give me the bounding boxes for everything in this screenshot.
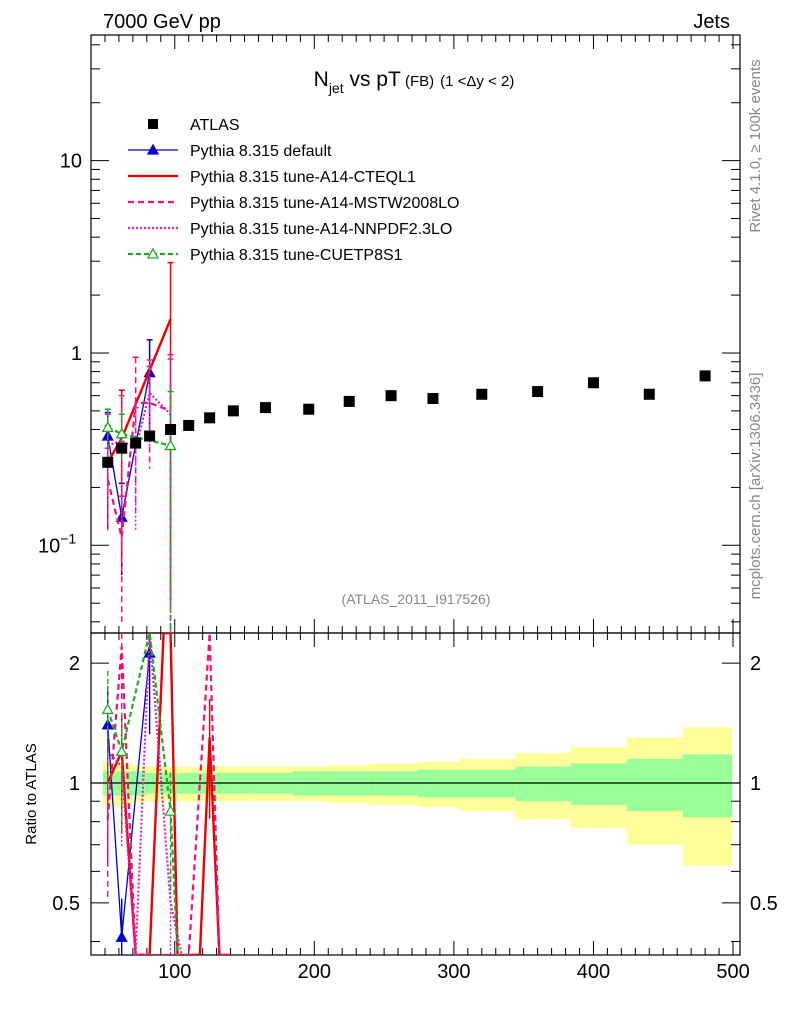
series-ratio-line: [106, 633, 231, 955]
title-sub: jet: [328, 80, 344, 96]
x-tick-label: 100: [158, 961, 191, 983]
main-plot-frame: [90, 34, 741, 634]
x-tick-label: 500: [716, 961, 749, 983]
x-tick-label: 300: [437, 961, 470, 983]
header-left: 7000 GeV pp: [103, 11, 221, 33]
title-fb: (FB): [401, 73, 434, 90]
ratio-y-tick-label-right: 2: [750, 653, 761, 675]
atlas-data-point: [259, 402, 271, 414]
series-marker: [101, 421, 114, 433]
ratio-y-tick-label: 1: [69, 773, 80, 795]
y-tick-label: 1: [71, 343, 82, 365]
band-inner: [626, 758, 683, 812]
band-inner: [682, 754, 732, 818]
atlas-data-point: [116, 442, 128, 454]
atlas-data-point: [343, 395, 355, 407]
atlas-data-point: [130, 437, 142, 449]
series-ratio: [101, 633, 231, 955]
mc-series: [101, 261, 231, 955]
series-line: [107, 372, 151, 518]
series-ratio-marker: [101, 703, 114, 715]
legend-label: Pythia 8.315 tune-CUETP8S1: [190, 247, 403, 264]
atlas-data-point: [183, 419, 195, 431]
ratio-uncertainty-bands: [91, 727, 740, 866]
ratio-ylabel: Ratio to ATLAS: [23, 743, 40, 844]
ratio-y-tick-label-right: 1: [750, 773, 761, 795]
legend-label: Pythia 8.315 tune-A14-CTEQL1: [190, 169, 416, 186]
atlas-data-point: [204, 412, 216, 424]
title-main: N: [314, 68, 329, 91]
legend-label: Pythia 8.315 default: [190, 143, 332, 160]
series-ratio-line: [106, 633, 231, 955]
legend-label: Pythia 8.315 tune-A14-MSTW2008LO: [190, 195, 459, 212]
series-ratio-marker: [115, 745, 128, 757]
series-ratio-line: [106, 633, 183, 955]
band-inner: [515, 766, 572, 802]
atlas-data-point: [532, 386, 544, 398]
title-rest: vs pT: [344, 68, 401, 91]
legend-atlas-label: ATLAS: [190, 117, 240, 134]
atlas-data: [102, 370, 711, 468]
atlas-data-point: [102, 456, 114, 468]
ratio-y-tick-label-right: 0.5: [750, 893, 778, 915]
title-cut: (1 <Δy < 2): [440, 73, 514, 90]
series-ratio-marker: [164, 804, 177, 816]
series-ratio-line: [106, 633, 179, 955]
atlas-data-point: [227, 405, 239, 417]
ratio-plot-frame: [90, 632, 741, 956]
band-inner: [571, 763, 627, 806]
atlas-data-point: [476, 388, 488, 400]
atlas-data-point: [303, 403, 315, 415]
series-line: [107, 426, 171, 447]
series-main: [101, 261, 177, 633]
y-tick-label: 10−1: [38, 530, 76, 557]
header-right: Jets: [693, 11, 730, 33]
legend-marker: [146, 143, 160, 155]
atlas-data-point: [699, 370, 711, 382]
legend: ATLAS Pythia 8.315 default Pythia 8.315 tu…: [128, 117, 459, 264]
mcplots-label: mcplots.cern.ch [arXiv:1306.3436]: [747, 373, 764, 600]
atlas-data-point: [427, 392, 439, 404]
atlas-data-point: [385, 390, 397, 402]
y-tick-label: 10: [60, 151, 82, 173]
ratio-y-tick-label: 0.5: [52, 893, 80, 915]
axis-ticks: 100 200 300 400 500 10 1 10−1 2 2 1 1 0.5 0.5: [38, 35, 778, 983]
atlas-data-point: [165, 424, 177, 436]
series-ratio-marker: [115, 930, 128, 942]
atlas-data-point: [643, 388, 655, 400]
x-tick-label: 200: [298, 961, 331, 983]
legend-marker: [146, 247, 160, 259]
x-tick-label: 400: [577, 961, 610, 983]
series-line: [106, 401, 171, 538]
series-line: [107, 390, 172, 450]
analysis-label: (ATLAS_2011_I917526): [342, 591, 491, 607]
legend-label: Pythia 8.315 tune-A14-NNPDF2.3LO: [190, 221, 452, 238]
series-marker: [115, 427, 128, 439]
plot-title: Njet vs pT (FB) (1 <Δy < 2): [314, 68, 515, 96]
rivet-label: Rivet 4.1.0, ≥ 100k events: [747, 59, 764, 232]
atlas-data-point: [587, 377, 599, 389]
ratio-y-tick-label: 2: [69, 653, 80, 675]
legend-atlas-marker: [148, 119, 158, 129]
series-marker: [164, 439, 177, 451]
atlas-data-point: [144, 430, 156, 442]
